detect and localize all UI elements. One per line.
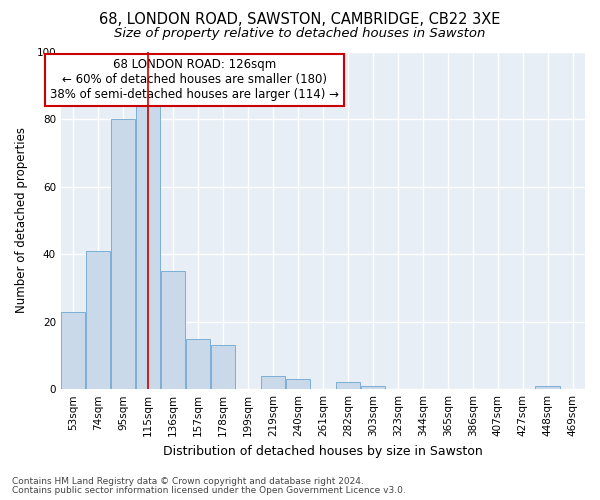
Text: Contains HM Land Registry data © Crown copyright and database right 2024.: Contains HM Land Registry data © Crown c…	[12, 477, 364, 486]
X-axis label: Distribution of detached houses by size in Sawston: Distribution of detached houses by size …	[163, 444, 483, 458]
Text: Size of property relative to detached houses in Sawston: Size of property relative to detached ho…	[115, 28, 485, 40]
Bar	[136, 106, 160, 389]
Bar	[535, 386, 560, 389]
Bar	[286, 379, 310, 389]
Bar	[211, 346, 235, 389]
Bar	[86, 250, 110, 389]
Bar	[336, 382, 360, 389]
Bar	[161, 271, 185, 389]
Bar	[361, 386, 385, 389]
Y-axis label: Number of detached properties: Number of detached properties	[15, 128, 28, 314]
Text: 68 LONDON ROAD: 126sqm
← 60% of detached houses are smaller (180)
38% of semi-de: 68 LONDON ROAD: 126sqm ← 60% of detached…	[50, 58, 339, 102]
Bar	[186, 338, 210, 389]
Text: Contains public sector information licensed under the Open Government Licence v3: Contains public sector information licen…	[12, 486, 406, 495]
Bar	[261, 376, 285, 389]
Bar	[111, 119, 136, 389]
Bar	[61, 312, 85, 389]
Text: 68, LONDON ROAD, SAWSTON, CAMBRIDGE, CB22 3XE: 68, LONDON ROAD, SAWSTON, CAMBRIDGE, CB2…	[100, 12, 500, 28]
